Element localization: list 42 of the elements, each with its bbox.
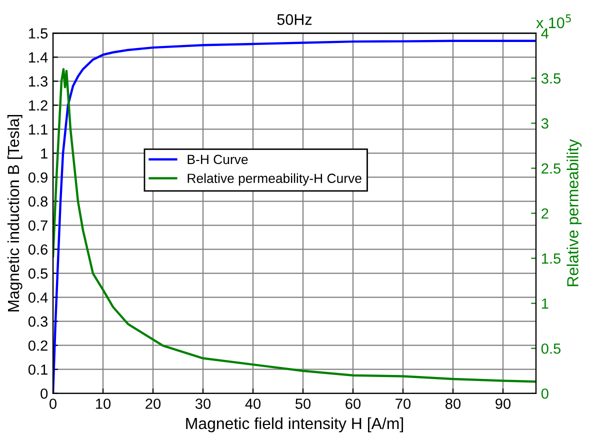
y2-tick-label: 2.5: [542, 163, 561, 174]
y-tick-label: 0.6: [28, 244, 48, 255]
y2-tick-label: 1: [542, 298, 548, 309]
y2-tick-label: 1.5: [542, 254, 561, 264]
y-tick-label: 0.3: [28, 316, 48, 327]
y-tick-label: 1.4: [28, 52, 48, 62]
y-tick-label: 0: [40, 388, 48, 399]
legend-label: B-H Curve: [188, 154, 248, 164]
y-axis-title: Magnetic induction B [Tesla]: [7, 114, 22, 312]
y-tick-label: 1.3: [28, 76, 48, 87]
x-tick-label: 40: [245, 398, 261, 409]
x-tick-label: 10: [96, 398, 111, 409]
y2-axis-title: Relative permeability: [566, 139, 582, 286]
y-tick-label: 1.1: [28, 124, 48, 134]
x-tick-label: 20: [146, 398, 161, 409]
y-tick-label: 0.8: [28, 196, 48, 207]
y-tick-label: 0.4: [28, 292, 48, 303]
x-tick-label: 0: [50, 398, 56, 409]
x-axis-title: Magnetic field intensity H [A/m]: [186, 417, 403, 432]
y-tick-label: 0.1: [28, 364, 48, 375]
y2-tick-label: 2: [542, 208, 548, 219]
legend-label: Relative permeability-H Curve: [188, 173, 362, 186]
y2-tick-label: 4: [541, 28, 549, 38]
x-tick-label: 30: [195, 398, 211, 409]
y2-tick-label: 3: [541, 118, 548, 129]
y2-tick-label: 3.5: [541, 73, 561, 84]
text: x 10$^{5}$: [536, 14, 571, 28]
x-tick-label: 60: [346, 398, 361, 409]
x-tick-label: 50: [295, 398, 311, 409]
x-tick-label: 70: [396, 398, 411, 409]
chart-title: 50Hz: [277, 14, 312, 25]
y-tick-label: 1.2: [28, 100, 48, 110]
y2-tick-label: 0.5: [541, 343, 561, 354]
y-tick-label: 1.5: [28, 28, 48, 39]
y2-tick-label: 0: [541, 388, 548, 399]
y-tick-label: 0.5: [28, 268, 48, 279]
y-tick-label: 0.9: [28, 172, 48, 183]
x-tick-label: 90: [496, 398, 511, 409]
x-tick-label: 80: [446, 398, 461, 409]
y-tick-label: 1: [41, 148, 48, 159]
y-tick-label: 0.2: [28, 340, 48, 351]
y-tick-label: 0.7: [28, 220, 48, 231]
